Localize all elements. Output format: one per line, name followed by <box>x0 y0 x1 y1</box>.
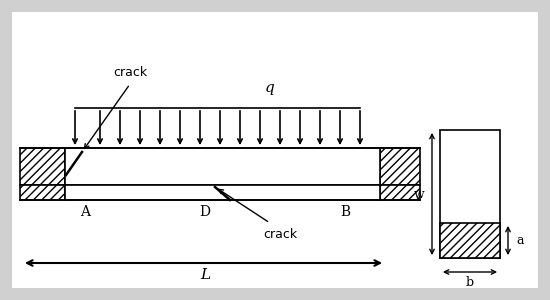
Bar <box>65 185 380 200</box>
Text: a: a <box>516 235 524 248</box>
Text: crack: crack <box>263 229 297 242</box>
Text: b: b <box>466 275 474 289</box>
Text: D: D <box>200 205 211 219</box>
Bar <box>20 185 65 200</box>
Text: q: q <box>265 81 275 95</box>
Bar <box>380 148 420 185</box>
Text: crack: crack <box>113 65 147 79</box>
Bar <box>20 148 65 185</box>
Text: w: w <box>414 188 425 200</box>
Bar <box>380 185 420 200</box>
Text: A: A <box>80 205 90 219</box>
Text: L: L <box>200 268 210 282</box>
Text: B: B <box>340 205 350 219</box>
Bar <box>65 148 380 185</box>
Bar <box>440 223 500 258</box>
Bar <box>440 130 500 258</box>
